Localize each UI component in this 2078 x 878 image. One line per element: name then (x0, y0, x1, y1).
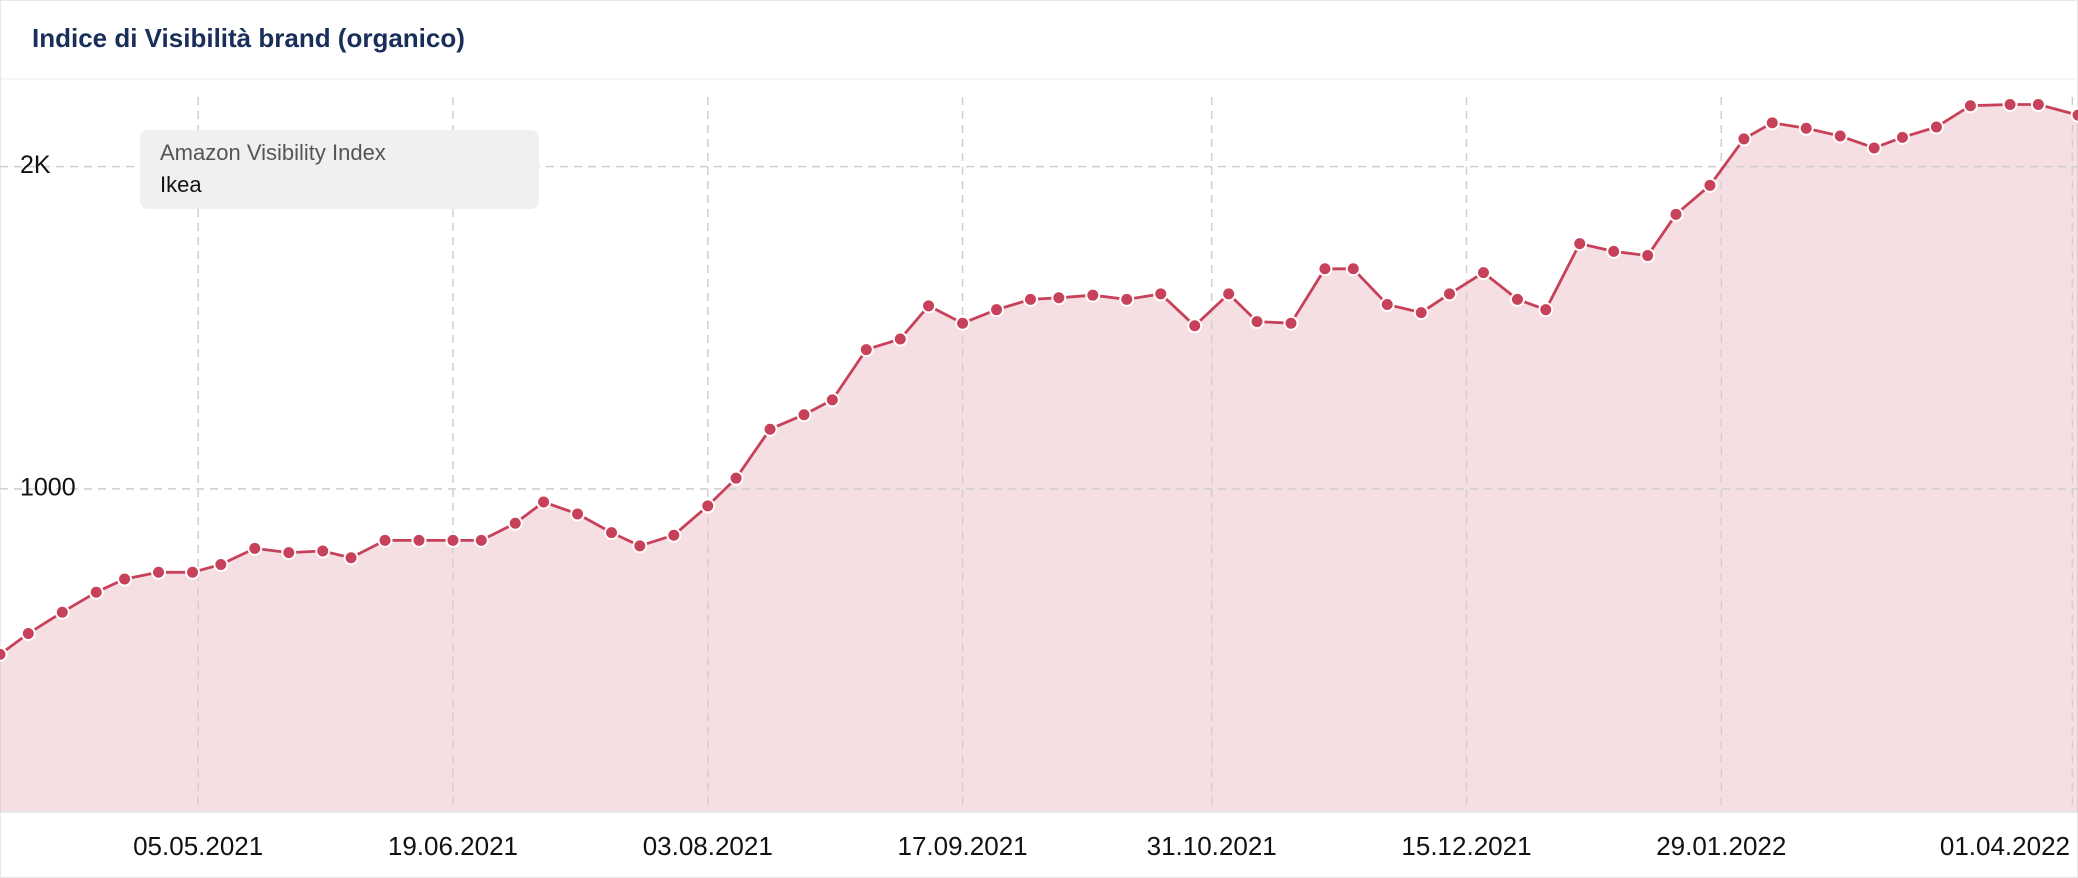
point (1317, 261, 1333, 277)
legend-entry: Ikea (160, 172, 202, 197)
point (858, 342, 874, 358)
point (185, 564, 201, 580)
point (536, 494, 552, 510)
point (1894, 129, 1910, 145)
point (892, 331, 908, 347)
point (824, 392, 840, 408)
point (1051, 290, 1067, 306)
point (762, 421, 778, 437)
area (0, 104, 2078, 811)
point (1345, 261, 1361, 277)
point (1221, 286, 1237, 302)
chart-title: Indice di Visibilità brand (organico) (32, 23, 465, 53)
plot: 1000 2K 05.05.2021 19.06.2021 03.08.2021 17.0… (0, 96, 2078, 861)
point (1702, 177, 1718, 193)
point (1379, 297, 1395, 313)
point (88, 584, 104, 600)
point (1187, 318, 1203, 334)
x-tick-label: 31.10.2021 (1147, 831, 1277, 861)
point (955, 315, 971, 331)
point (315, 543, 331, 559)
legend: Amazon Visibility Index Ikea (140, 130, 539, 209)
point (1249, 314, 1265, 330)
point (1736, 131, 1752, 147)
point (411, 532, 427, 548)
point (151, 564, 167, 580)
x-tick-label: 29.01.2022 (1656, 831, 1786, 861)
x-tick-label: 03.08.2021 (643, 831, 773, 861)
point (20, 625, 36, 641)
point (921, 298, 937, 314)
point (1153, 286, 1169, 302)
point (1442, 286, 1458, 302)
point (1866, 140, 1882, 156)
point (445, 532, 461, 548)
point (377, 532, 393, 548)
point (1962, 98, 1978, 114)
legend-box (140, 130, 539, 209)
point (1764, 115, 1780, 131)
point (1832, 128, 1848, 144)
point (796, 407, 812, 423)
point (1509, 291, 1525, 307)
x-tick-label: 15.12.2021 (1401, 831, 1531, 861)
point (1119, 291, 1135, 307)
point (1572, 236, 1588, 252)
point (1475, 265, 1491, 281)
x-tick-label: 01.04.2022 (1940, 831, 2070, 861)
y-tick-label: 2K (20, 151, 51, 179)
point (1538, 302, 1554, 318)
point (54, 604, 70, 620)
point (213, 557, 229, 573)
point (117, 571, 133, 587)
point (2002, 96, 2018, 112)
point (1798, 120, 1814, 136)
point (507, 515, 523, 531)
point (1283, 315, 1299, 331)
x-tick-label: 05.05.2021 (133, 831, 263, 861)
point (1606, 243, 1622, 259)
point (473, 532, 489, 548)
point (604, 525, 620, 541)
point (247, 540, 263, 556)
point (632, 538, 648, 554)
point (2030, 96, 2046, 112)
point (666, 527, 682, 543)
point (1023, 291, 1039, 307)
point (1085, 287, 1101, 303)
point (728, 470, 744, 486)
point (343, 550, 359, 566)
point (570, 506, 586, 522)
point (700, 498, 716, 514)
point (2070, 107, 2078, 123)
point (0, 646, 8, 662)
point (1928, 119, 1944, 135)
y-tick-label: 1000 (20, 473, 76, 501)
point (1640, 248, 1656, 264)
legend-title: Amazon Visibility Index (160, 140, 386, 165)
point (281, 545, 297, 561)
point (989, 302, 1005, 318)
x-tick-label: 19.06.2021 (388, 831, 518, 861)
point (1413, 305, 1429, 321)
x-tick-label: 17.09.2021 (897, 831, 1027, 861)
point (1668, 206, 1684, 222)
